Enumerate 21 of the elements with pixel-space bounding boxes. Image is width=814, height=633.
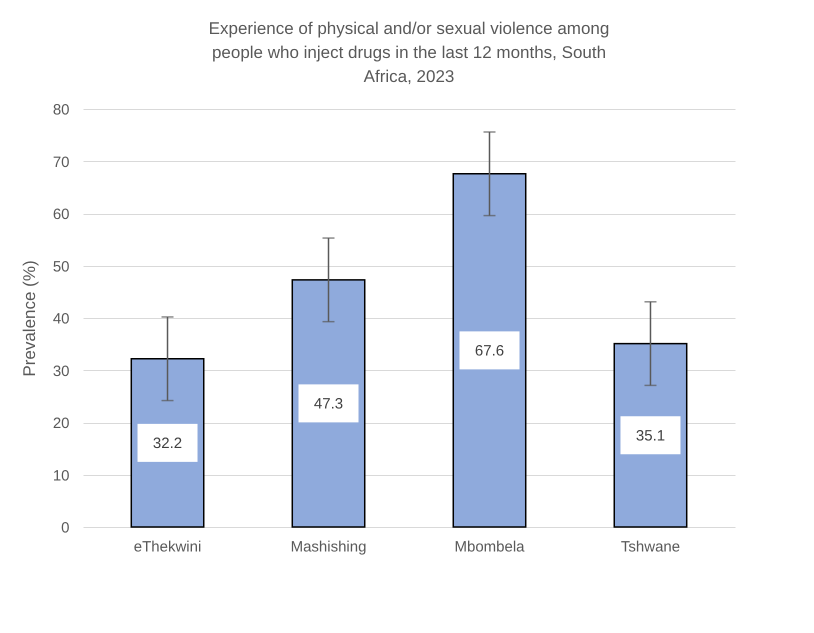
y-tick-label: 50 xyxy=(52,258,70,276)
y-tick-label: 60 xyxy=(52,206,70,223)
y-tick-label: 80 xyxy=(52,102,70,118)
y-axis-title: Prevalence (%) xyxy=(20,260,39,377)
bar xyxy=(292,279,366,528)
y-tick-label: 20 xyxy=(52,415,70,432)
data-label: 67.6 xyxy=(474,342,504,360)
bar xyxy=(452,173,526,528)
x-tick-label: eThekwini xyxy=(134,538,202,556)
x-tick-label: Mbombela xyxy=(454,538,526,556)
y-tick-label: 70 xyxy=(52,154,70,171)
x-tick-label: Mashishing xyxy=(290,538,366,556)
data-label: 35.1 xyxy=(636,427,666,444)
y-tick-label: 30 xyxy=(52,362,70,380)
y-tick-label: 40 xyxy=(52,310,70,328)
y-tick-label: 10 xyxy=(52,467,70,484)
data-label: 47.3 xyxy=(314,395,344,412)
x-tick-label: Tshwane xyxy=(620,538,680,556)
data-label: 32.2 xyxy=(152,434,182,452)
chart-title: Experience of physical and/or sexual violence among people who inject drugs in the last 12 months, South Africa, 2023 xyxy=(208,19,610,86)
y-tick-label: 0 xyxy=(61,520,70,536)
